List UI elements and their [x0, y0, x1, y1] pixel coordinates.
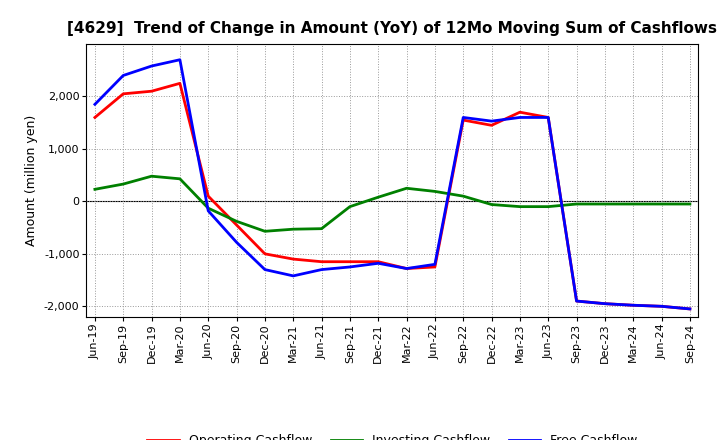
Free Cashflow: [204, 208, 212, 213]
Free Cashflow: [685, 306, 694, 312]
Investing Cashflow: [516, 204, 524, 209]
Free Cashflow: [289, 273, 297, 279]
Operating Cashflow: [657, 304, 666, 309]
Free Cashflow: [516, 115, 524, 120]
Line: Operating Cashflow: Operating Cashflow: [95, 83, 690, 309]
Investing Cashflow: [176, 176, 184, 181]
Investing Cashflow: [374, 194, 382, 200]
Investing Cashflow: [685, 202, 694, 207]
Free Cashflow: [657, 304, 666, 309]
Investing Cashflow: [431, 189, 439, 194]
Investing Cashflow: [600, 202, 609, 207]
Free Cashflow: [572, 298, 581, 304]
Free Cashflow: [374, 260, 382, 266]
Operating Cashflow: [261, 251, 269, 257]
Free Cashflow: [402, 266, 411, 271]
Investing Cashflow: [119, 181, 127, 187]
Investing Cashflow: [402, 186, 411, 191]
Y-axis label: Amount (million yen): Amount (million yen): [25, 115, 38, 246]
Free Cashflow: [544, 115, 552, 120]
Operating Cashflow: [204, 194, 212, 199]
Free Cashflow: [148, 63, 156, 69]
Investing Cashflow: [459, 194, 467, 199]
Free Cashflow: [176, 57, 184, 62]
Operating Cashflow: [374, 259, 382, 264]
Investing Cashflow: [487, 202, 496, 207]
Line: Free Cashflow: Free Cashflow: [95, 60, 690, 309]
Operating Cashflow: [600, 301, 609, 306]
Operating Cashflow: [176, 81, 184, 86]
Free Cashflow: [91, 102, 99, 107]
Operating Cashflow: [544, 115, 552, 120]
Investing Cashflow: [629, 202, 637, 207]
Operating Cashflow: [516, 110, 524, 115]
Investing Cashflow: [318, 226, 326, 231]
Operating Cashflow: [572, 298, 581, 304]
Operating Cashflow: [629, 303, 637, 308]
Operating Cashflow: [431, 264, 439, 270]
Free Cashflow: [261, 267, 269, 272]
Investing Cashflow: [261, 229, 269, 234]
Investing Cashflow: [233, 219, 241, 224]
Operating Cashflow: [233, 222, 241, 227]
Operating Cashflow: [487, 123, 496, 128]
Investing Cashflow: [657, 202, 666, 207]
Free Cashflow: [318, 267, 326, 272]
Investing Cashflow: [572, 202, 581, 207]
Operating Cashflow: [318, 259, 326, 264]
Title: [4629]  Trend of Change in Amount (YoY) of 12Mo Moving Sum of Cashflows: [4629] Trend of Change in Amount (YoY) o…: [68, 21, 717, 36]
Operating Cashflow: [289, 257, 297, 262]
Investing Cashflow: [346, 204, 354, 209]
Investing Cashflow: [204, 205, 212, 211]
Operating Cashflow: [685, 306, 694, 312]
Free Cashflow: [431, 262, 439, 267]
Operating Cashflow: [459, 117, 467, 123]
Operating Cashflow: [402, 266, 411, 271]
Line: Investing Cashflow: Investing Cashflow: [95, 176, 690, 231]
Free Cashflow: [119, 73, 127, 78]
Operating Cashflow: [148, 88, 156, 94]
Free Cashflow: [629, 303, 637, 308]
Free Cashflow: [487, 118, 496, 124]
Investing Cashflow: [148, 173, 156, 179]
Operating Cashflow: [91, 115, 99, 120]
Legend: Operating Cashflow, Investing Cashflow, Free Cashflow: Operating Cashflow, Investing Cashflow, …: [143, 429, 642, 440]
Operating Cashflow: [119, 91, 127, 96]
Investing Cashflow: [289, 227, 297, 232]
Free Cashflow: [459, 115, 467, 120]
Investing Cashflow: [91, 187, 99, 192]
Operating Cashflow: [346, 259, 354, 264]
Free Cashflow: [600, 301, 609, 306]
Investing Cashflow: [544, 204, 552, 209]
Free Cashflow: [346, 264, 354, 270]
Free Cashflow: [233, 240, 241, 245]
